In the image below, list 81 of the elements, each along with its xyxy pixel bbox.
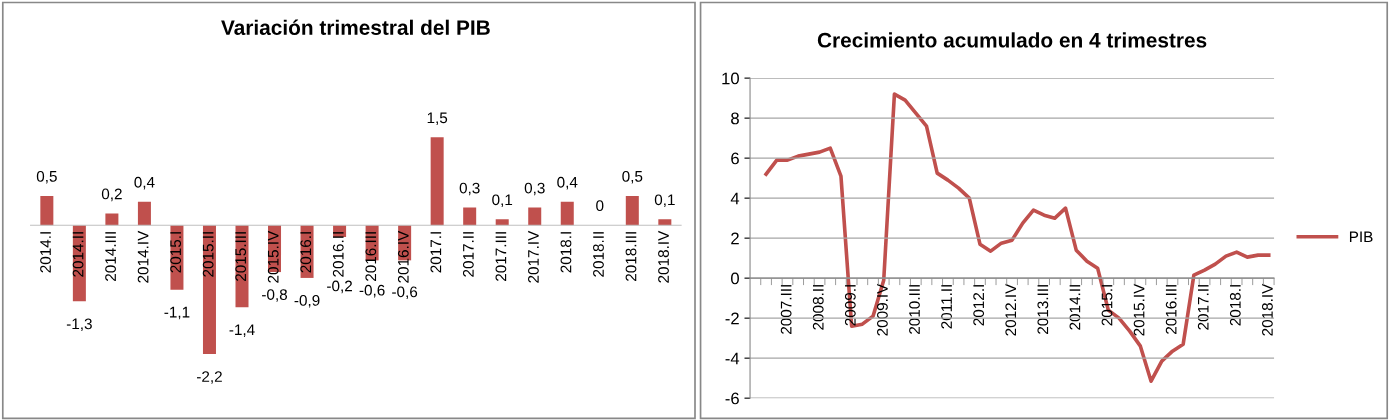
x-tick-label: 2018.III (625, 232, 637, 281)
y-tick-label: 4 (730, 192, 740, 205)
data-label: -0,6 (392, 286, 418, 300)
x-tick-label: 2010.III (909, 285, 920, 334)
chart-title: Variación trimestral del PIB (221, 19, 490, 35)
y-tick-label: 6 (731, 152, 739, 165)
data-label: 0,2 (101, 188, 122, 202)
x-tick-label: 2014.I (40, 232, 51, 273)
x-tick-label: 2016.III (365, 232, 377, 281)
x-tick-label: 2016.IV (397, 230, 409, 283)
data-label: -0,9 (294, 294, 320, 308)
data-label: -0,6 (359, 284, 385, 298)
data-label: 0,4 (557, 176, 578, 190)
data-label: 0,4 (134, 176, 155, 190)
data-label: 0,3 (524, 182, 545, 196)
x-tick-label: 2014.II (72, 232, 84, 277)
x-tick-label: 2016.I (300, 232, 312, 273)
y-tick-label: 2 (731, 232, 739, 245)
bar (137, 201, 151, 226)
data-label: 0,5 (36, 170, 57, 184)
x-tick-label: 2016.III (1165, 285, 1177, 334)
y-tick-label: 0 (731, 272, 739, 285)
x-tick-label: 2012.IV (1005, 283, 1017, 336)
bar (202, 225, 216, 355)
data-label: 0,5 (622, 170, 643, 184)
x-tick-label: 2017.II (462, 232, 474, 277)
data-label: -0,2 (327, 280, 352, 294)
x-tick-label: 2018.II (593, 232, 604, 277)
x-tick-label: 2017.III (495, 232, 507, 281)
x-tick-label: 2015.I (170, 232, 182, 273)
data-label: 0,3 (459, 182, 480, 196)
x-tick-label: 2014.III (105, 232, 116, 281)
x-tick-label: 2015.IV (267, 230, 279, 283)
data-label: 0 (596, 200, 604, 212)
y-tick-label: -4 (725, 352, 740, 365)
data-label: 1,5 (427, 112, 448, 125)
x-tick-label: 2008.II (812, 285, 824, 330)
bar (463, 207, 477, 226)
x-tick-label: 2007.III (780, 285, 792, 334)
x-tick-label: 2015.II (202, 232, 214, 277)
legend-label: PIB (1349, 231, 1373, 243)
bar (105, 213, 119, 226)
x-tick-label: 2015.I (1101, 285, 1113, 326)
bar (235, 225, 249, 308)
data-label: -2,2 (196, 371, 222, 384)
bar (40, 195, 54, 226)
x-tick-label: 2017.I (430, 232, 442, 273)
x-tick-label: 2016.II (332, 232, 344, 277)
x-tick-label: 2018.IV (658, 230, 669, 283)
x-tick-label: 2013.III (1037, 285, 1049, 334)
x-tick-label: 2014.II (1069, 285, 1081, 330)
y-tick-label: 8 (731, 112, 739, 125)
x-tick-label: 2009.IV (877, 283, 888, 336)
bar (495, 219, 509, 226)
x-tick-label: 2017.IV (528, 230, 539, 283)
chart-title: Crecimiento acumulado en 4 trimestres (817, 32, 1207, 48)
x-tick-label: 2015.III (235, 232, 247, 281)
data-label: 0,1 (654, 194, 675, 208)
data-label: -0,8 (262, 289, 288, 302)
x-tick-label: 2018.I (1229, 285, 1241, 326)
x-tick-label: 2014.IV (137, 230, 149, 283)
y-tick-label: 10 (722, 72, 739, 85)
bar (625, 195, 639, 226)
x-tick-label: 2012.I (973, 285, 985, 326)
data-label: 0,1 (492, 194, 513, 208)
x-tick-label: 2015.IV (1133, 283, 1145, 336)
bar (658, 219, 672, 226)
data-label: -1,1 (164, 306, 190, 320)
bar (560, 201, 574, 226)
x-tick-label: 2018.IV (1262, 283, 1273, 336)
bar (430, 137, 444, 226)
y-tick-label: -2 (725, 312, 739, 325)
x-tick-label: 2018.I (560, 232, 572, 273)
line-series (764, 92, 1271, 383)
x-tick-label: 2017.II (1197, 285, 1209, 330)
y-tick-label: -6 (725, 392, 739, 405)
bar (528, 207, 542, 226)
x-tick-label: 2009.I (844, 285, 856, 326)
data-label: -1,3 (66, 318, 92, 332)
x-tick-label: 2011.II (941, 285, 952, 329)
data-label: -1,4 (229, 324, 255, 337)
